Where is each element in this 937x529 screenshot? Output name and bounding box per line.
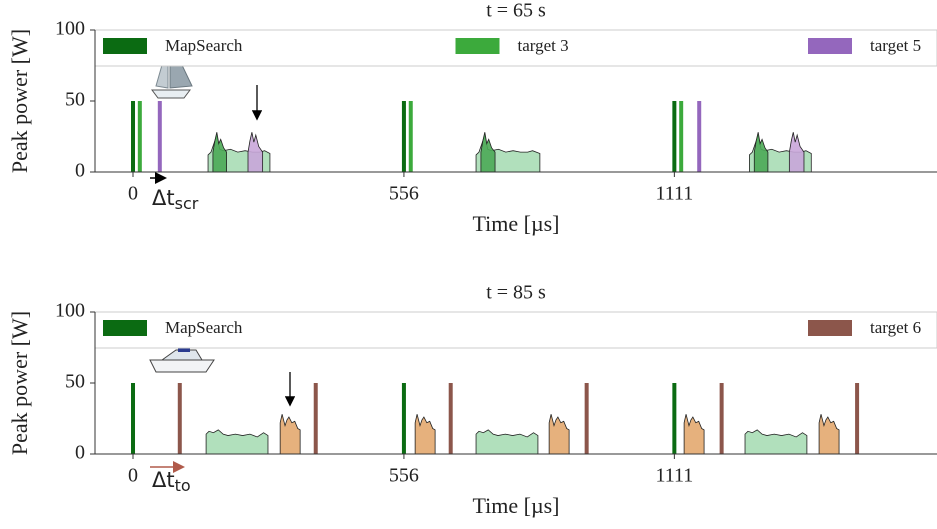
legend-swatch xyxy=(808,38,852,54)
y-axis-label: Peak power [W] xyxy=(7,29,32,173)
echo xyxy=(279,414,301,455)
echo xyxy=(480,132,496,173)
x-axis-label: Time [µs] xyxy=(472,493,559,518)
panel: t = 65 s Time [µs] Peak power [W] MapSearch… xyxy=(7,0,937,236)
chart-title: t = 65 s xyxy=(486,0,546,22)
y-tick-label: 50 xyxy=(65,371,85,393)
pulse-bar xyxy=(584,383,589,454)
pulse-bar xyxy=(855,383,860,454)
pulse-bar xyxy=(719,383,724,454)
pulse-bar xyxy=(401,101,406,172)
echo xyxy=(212,132,227,173)
annotation-text: Δt xyxy=(152,468,175,492)
pulse-bar xyxy=(137,101,142,172)
chart-title: t = 85 s xyxy=(486,282,546,304)
echo xyxy=(205,429,269,455)
legend-label: MapSearch xyxy=(165,318,243,337)
y-axis-label: Peak power [W] xyxy=(7,311,32,455)
pulse-bar xyxy=(448,383,453,454)
pulse-bar xyxy=(401,383,406,454)
pulse-bar xyxy=(697,101,702,172)
annotation-subscript: to xyxy=(175,476,191,495)
pulse-bar xyxy=(131,383,136,454)
y-tick-label: 50 xyxy=(65,89,85,111)
echo xyxy=(744,429,808,455)
pulse-bar xyxy=(672,383,677,454)
legend-swatch xyxy=(103,320,147,336)
legend-label: MapSearch xyxy=(165,36,243,55)
echo xyxy=(788,132,805,173)
y-tick-label: 0 xyxy=(75,160,85,182)
legend-swatch xyxy=(808,320,852,336)
legend-swatch xyxy=(103,38,147,54)
annotation: Δtto xyxy=(152,468,191,495)
legend-label: target 6 xyxy=(870,318,921,337)
pulse-bar xyxy=(157,101,162,172)
pulse-bar xyxy=(679,101,684,172)
annotation: Δtscr xyxy=(152,186,199,213)
panel: t = 85 s Time [µs] Peak power [W] MapSearch… xyxy=(7,282,937,518)
echo xyxy=(818,414,840,455)
x-tick-label: 0 xyxy=(128,465,138,487)
x-tick-label: 1111 xyxy=(655,465,693,487)
y-tick-label: 100 xyxy=(55,18,85,40)
x-tick-label: 556 xyxy=(389,465,419,487)
annotation-subscript: scr xyxy=(175,194,199,213)
legend-swatch xyxy=(455,38,500,54)
echo xyxy=(414,414,436,455)
echo xyxy=(683,414,705,455)
x-tick-label: 1111 xyxy=(655,183,693,205)
pulse-bar xyxy=(131,101,136,172)
y-tick-label: 100 xyxy=(55,300,85,322)
pulse-bar xyxy=(672,101,677,172)
echo xyxy=(475,429,539,455)
legend-label: target 3 xyxy=(518,36,569,55)
legend-box xyxy=(94,29,937,67)
pulse-bar xyxy=(177,383,182,454)
y-tick-label: 0 xyxy=(75,442,85,464)
echo xyxy=(753,132,769,173)
x-tick-label: 0 xyxy=(128,183,138,205)
x-axis-label: Time [µs] xyxy=(472,211,559,236)
x-tick-label: 556 xyxy=(389,183,419,205)
legend-label: target 5 xyxy=(870,36,921,55)
pulse-bar xyxy=(408,101,413,172)
motorboat-icon xyxy=(149,347,215,373)
echo xyxy=(548,414,570,455)
echo xyxy=(247,132,264,173)
annotation-text: Δt xyxy=(152,186,175,210)
pulse-bar xyxy=(313,383,318,454)
